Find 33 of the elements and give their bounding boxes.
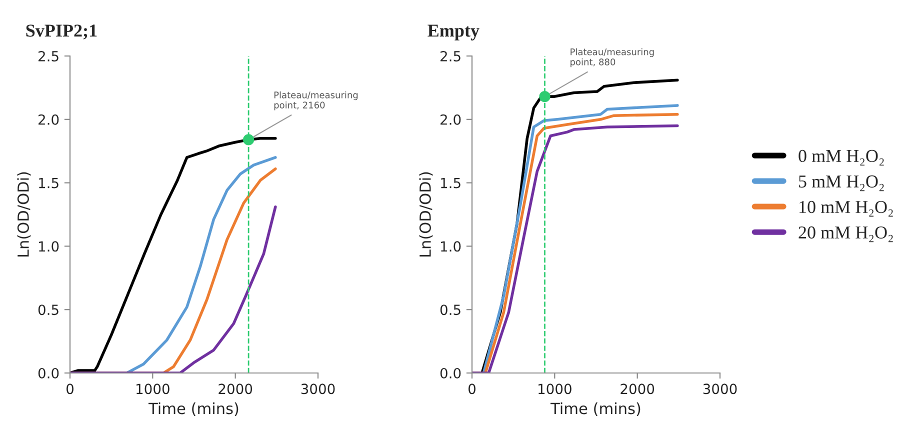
- x-tick-label: 0: [468, 384, 476, 394]
- legend-label: 20 mM H₂O₂: [798, 226, 893, 242]
- y-tick-label: 1.5: [441, 178, 460, 188]
- x-tick-label: 1000: [136, 384, 170, 394]
- legend-label: 5 mM H₂O₂: [799, 175, 884, 192]
- y-tick-label: 2.5: [440, 50, 460, 62]
- x-tick-label: 3000: [703, 384, 737, 394]
- x-tick-label: 1000: [538, 384, 572, 394]
- y-tick-label: 1.0: [39, 241, 59, 252]
- line-series: [70, 206, 277, 373]
- annotation: Plateau/measuring point, 2160: [274, 91, 358, 110]
- annotation: Plateau/measuring point, 880: [570, 48, 654, 68]
- chart-title: SvPIP2;1: [26, 24, 97, 40]
- chart-title: Empty: [428, 24, 480, 40]
- y-tick-label: 0.5: [440, 304, 460, 316]
- y-tick-label: 2.0: [440, 114, 461, 125]
- y-tick-label: 1.5: [39, 178, 58, 188]
- x-tick-label: 3000: [301, 384, 335, 394]
- y-tick-label: 2.5: [38, 50, 58, 62]
- legend-label: 0 mM H₂O₂: [798, 150, 884, 166]
- x-tick-label: 2000: [218, 384, 252, 394]
- y-axis-title: Ln(OD/ODi): [419, 172, 433, 257]
- y-tick-label: 0.5: [38, 304, 58, 316]
- y-tick-label: 2.0: [38, 114, 59, 125]
- x-axis-title: Time (mins): [148, 402, 238, 416]
- y-tick-label: 0.0: [440, 368, 461, 378]
- y-tick-label: 1.0: [441, 241, 461, 252]
- legend-label: 10 mM H₂O₂: [800, 200, 893, 217]
- x-axis-title: Time (mins): [550, 402, 640, 416]
- x-tick-label: 0: [66, 384, 74, 394]
- y-axis-title: Ln(OD/ODi): [17, 172, 31, 257]
- x-tick-label: 2000: [620, 384, 654, 394]
- y-tick-label: 0.0: [38, 368, 59, 378]
